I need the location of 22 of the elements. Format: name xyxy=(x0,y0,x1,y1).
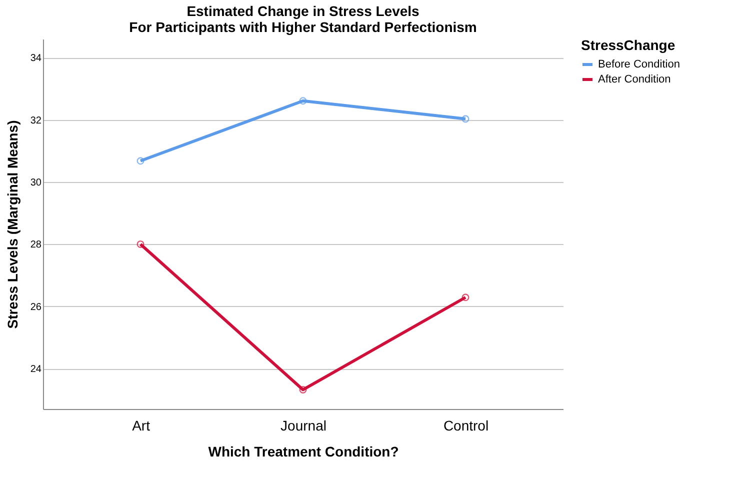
y-tick-label: 26 xyxy=(30,302,42,313)
legend-label: Before Condition xyxy=(598,58,680,70)
y-tick-label: 30 xyxy=(30,178,42,189)
y-tick-label: 34 xyxy=(30,53,42,64)
point xyxy=(299,97,307,105)
point xyxy=(299,386,307,394)
x-tick-label: Control xyxy=(443,418,489,434)
text: For Participants with Higher Standard Perfectionism xyxy=(129,19,477,35)
legend-title: StressChange xyxy=(581,37,676,53)
point xyxy=(462,294,470,302)
x-tick-label: Journal xyxy=(280,418,326,434)
y-axis-title: Stress Levels (Marginal Means) xyxy=(4,120,20,329)
point xyxy=(136,240,144,248)
x-axis-title: Which Treatment Condition? xyxy=(208,444,399,460)
x-tick-label: Art xyxy=(132,418,150,434)
point xyxy=(462,115,470,123)
y-tick-label: 28 xyxy=(30,240,42,251)
legend-label: After Condition xyxy=(598,74,671,86)
text: Estimated Change in Stress Levels xyxy=(186,3,420,19)
y-tick-label: 24 xyxy=(30,364,42,376)
y-tick-label: 32 xyxy=(30,115,42,126)
point xyxy=(136,157,144,165)
